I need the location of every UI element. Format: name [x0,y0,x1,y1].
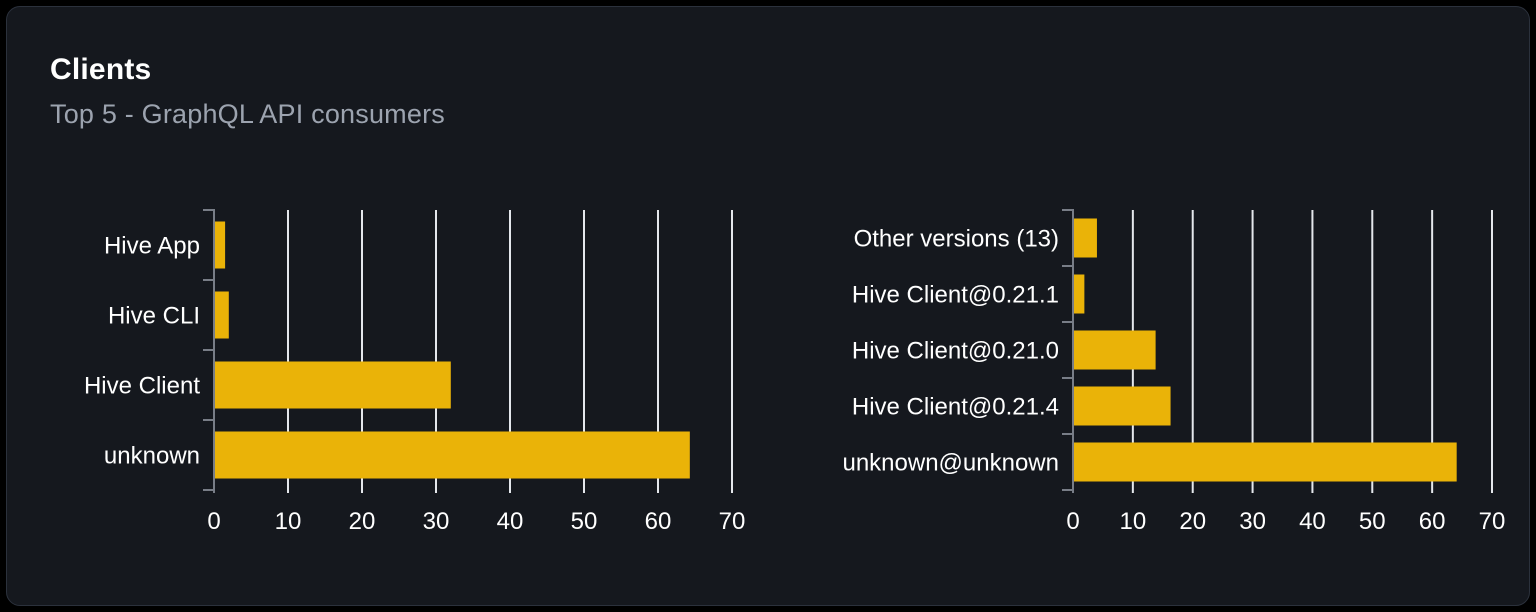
x-tick-label-0: 0 [207,508,220,535]
card-header: Clients Top 5 - GraphQL API consumers [50,55,445,128]
category-label-hive-client-0-21-4: Hive Client@0.21.4 [852,394,1059,421]
x-tick-label-10: 10 [275,508,302,535]
bar-unknown[interactable] [215,431,690,479]
x-tick-label-10: 10 [1120,508,1147,535]
x-tick-label-70: 70 [1479,508,1506,535]
category-label-hive-cli: Hive CLI [108,303,200,330]
x-tick-label-0: 0 [1066,508,1079,535]
bar-hive-client[interactable] [215,361,451,409]
bar-hive-client-0-21-1[interactable] [1074,274,1085,314]
bar-other-versions-13[interactable] [1074,218,1097,258]
category-label-hive-client-0-21-1: Hive Client@0.21.1 [852,282,1059,309]
category-label-hive-client: Hive Client [84,373,200,400]
x-tick-label-50: 50 [571,508,598,535]
x-tick-label-30: 30 [1239,508,1266,535]
bar-unknown-unknown[interactable] [1074,442,1457,482]
category-label-other-versions-13: Other versions (13) [854,226,1059,253]
x-tick-label-20: 20 [349,508,376,535]
bar-hive-client-0-21-0[interactable] [1074,330,1156,370]
clients-card: Clients Top 5 - GraphQL API consumers [6,6,1530,606]
category-label-hive-app: Hive App [104,233,200,260]
card-subtitle: Top 5 - GraphQL API consumers [50,99,445,129]
x-tick-label-40: 40 [497,508,524,535]
clients-by-version-chart: Other versions (13) Hive Client@0.21.1 Hiv… [842,209,1505,535]
x-tick-label-40: 40 [1299,508,1326,535]
x-tick-label-60: 60 [1419,508,1446,535]
x-tick-label-20: 20 [1179,508,1206,535]
clients-by-name-chart: Hive App Hive CLI Hive Client unknown 0 10 20 3… [84,209,745,535]
bar-hive-client-0-21-4[interactable] [1074,386,1171,426]
bar-hive-cli[interactable] [215,291,229,339]
category-label-unknown: unknown [104,443,200,470]
x-tick-label-50: 50 [1359,508,1386,535]
category-label-hive-client-0-21-0: Hive Client@0.21.0 [852,338,1059,365]
x-tick-label-30: 30 [423,508,450,535]
bar-hive-app[interactable] [215,221,226,269]
x-tick-label-60: 60 [645,508,672,535]
category-label-unknown-unknown: unknown@unknown [842,450,1059,477]
x-tick-label-70: 70 [719,508,746,535]
card-title: Clients [50,53,152,86]
